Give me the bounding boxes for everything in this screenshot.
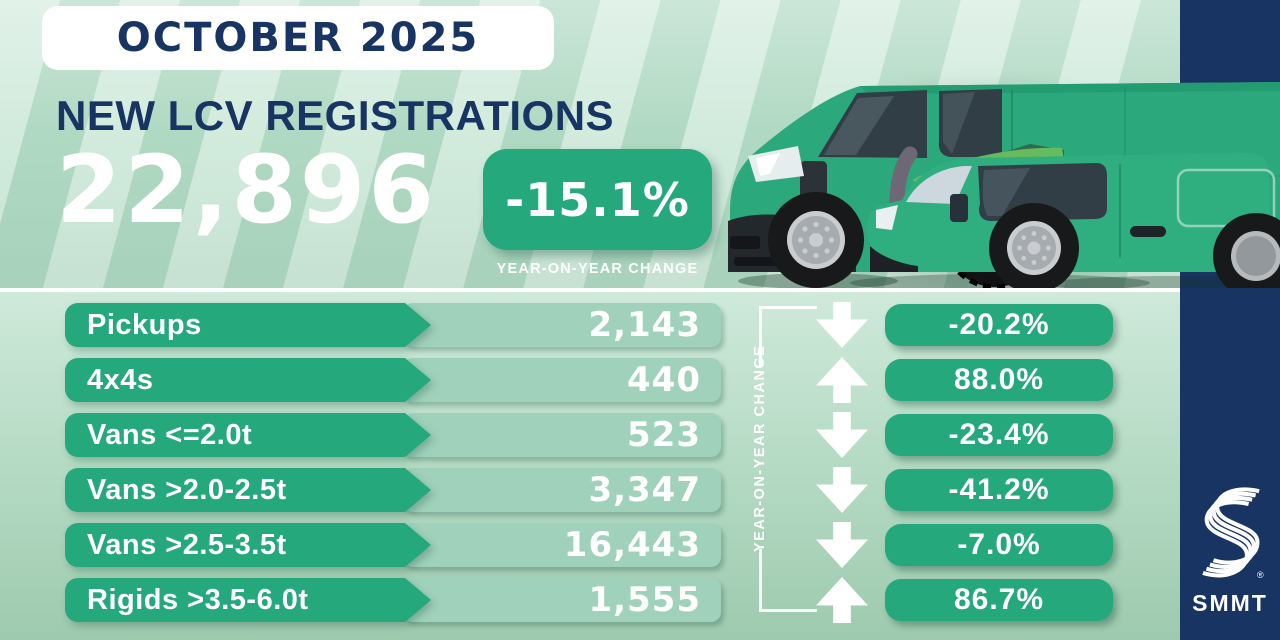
value-bar: 440 [403, 358, 721, 402]
bracket-bottom-tick [759, 609, 817, 612]
table-row: 440 4x4s 88.0% [0, 358, 1280, 402]
value-bar: 1,555 [403, 578, 721, 622]
registrations-value: 1,555 [588, 580, 701, 620]
registrations-value: 16,443 [563, 525, 701, 565]
table-row: 2,143 Pickups -20.2% [0, 302, 1280, 348]
table-row: 523 Vans <=2.0t -23.4% [0, 412, 1280, 458]
yoy-change-badge: -23.4% [885, 414, 1113, 456]
yoy-decrease-arrow-icon [816, 302, 868, 348]
table-row: 3,347 Vans >2.0-2.5t -41.2% [0, 467, 1280, 513]
yoy-change-value: 86.7% [953, 583, 1045, 616]
registrations-table: 2,143 Pickups -20.2% 440 4x4s 88.0% 523 … [0, 302, 1280, 622]
smmt-logo-icon [1202, 487, 1260, 578]
category-bar: 4x4s [65, 358, 431, 402]
yoy-change-value: -23.4% [948, 418, 1050, 451]
lcv-vehicles-illustration [728, 82, 1280, 288]
page-title: NEW LCV REGISTRATIONS [56, 92, 615, 139]
small-van-graphic [866, 153, 1280, 288]
value-bar: 523 [403, 413, 721, 457]
category-label: Vans <=2.0t [87, 418, 253, 451]
registrations-value: 440 [627, 360, 701, 400]
month-badge-label: OCTOBER 2025 [116, 15, 480, 61]
category-label: 4x4s [87, 363, 154, 396]
yoy-change-value: -41.2% [948, 473, 1050, 506]
registrations-value: 523 [627, 415, 701, 455]
bracket-upper-line [759, 306, 762, 366]
category-bar: Vans >2.5-3.5t [65, 523, 431, 567]
yoy-change-badge: -7.0% [885, 524, 1113, 566]
category-bar: Vans <=2.0t [65, 413, 431, 457]
total-yoy-badge: -15.1% [483, 149, 712, 250]
yoy-change-badge: 86.7% [885, 579, 1113, 621]
yoy-change-value: 88.0% [953, 363, 1045, 396]
yoy-change-badge: -41.2% [885, 469, 1113, 511]
bracket-lower-line [759, 549, 762, 612]
yoy-decrease-arrow-icon [816, 467, 868, 513]
category-label: Vans >2.5-3.5t [87, 528, 287, 561]
bracket-top-tick [759, 306, 817, 309]
month-badge: OCTOBER 2025 [42, 6, 554, 70]
yoy-decrease-arrow-icon [816, 412, 868, 458]
yoy-axis-label: YEAR-ON-YEAR CHANGE [752, 344, 768, 552]
section-divider [0, 288, 1180, 292]
smmt-logo: ® SMMT [1180, 468, 1280, 628]
yoy-change-value: -20.2% [948, 308, 1050, 341]
smmt-logo-text: SMMT [1192, 590, 1268, 616]
category-bar: Rigids >3.5-6.0t [65, 578, 431, 622]
category-label: Rigids >3.5-6.0t [87, 583, 309, 616]
yoy-increase-arrow-icon [816, 577, 868, 623]
value-bar: 16,443 [403, 523, 721, 567]
registered-trademark: ® [1257, 570, 1264, 580]
category-bar: Vans >2.0-2.5t [65, 468, 431, 512]
value-bar: 3,347 [403, 468, 721, 512]
yoy-decrease-arrow-icon [816, 522, 868, 568]
registrations-value: 3,347 [588, 470, 701, 510]
yoy-change-badge: -20.2% [885, 304, 1113, 346]
value-bar: 2,143 [403, 303, 721, 347]
table-row: 16,443 Vans >2.5-3.5t -7.0% [0, 522, 1280, 568]
total-registrations-value: 22,896 [56, 136, 437, 245]
category-label: Pickups [87, 308, 202, 341]
total-yoy-value: -15.1% [505, 172, 690, 227]
total-yoy-caption: YEAR-ON-YEAR CHANGE [496, 261, 699, 277]
category-label: Vans >2.0-2.5t [87, 473, 287, 506]
registrations-value: 2,143 [588, 305, 701, 345]
yoy-increase-arrow-icon [816, 357, 868, 403]
yoy-change-value: -7.0% [957, 528, 1041, 561]
table-row: 1,555 Rigids >3.5-6.0t 86.7% [0, 578, 1280, 622]
yoy-change-badge: 88.0% [885, 359, 1113, 401]
category-bar: Pickups [65, 303, 431, 347]
